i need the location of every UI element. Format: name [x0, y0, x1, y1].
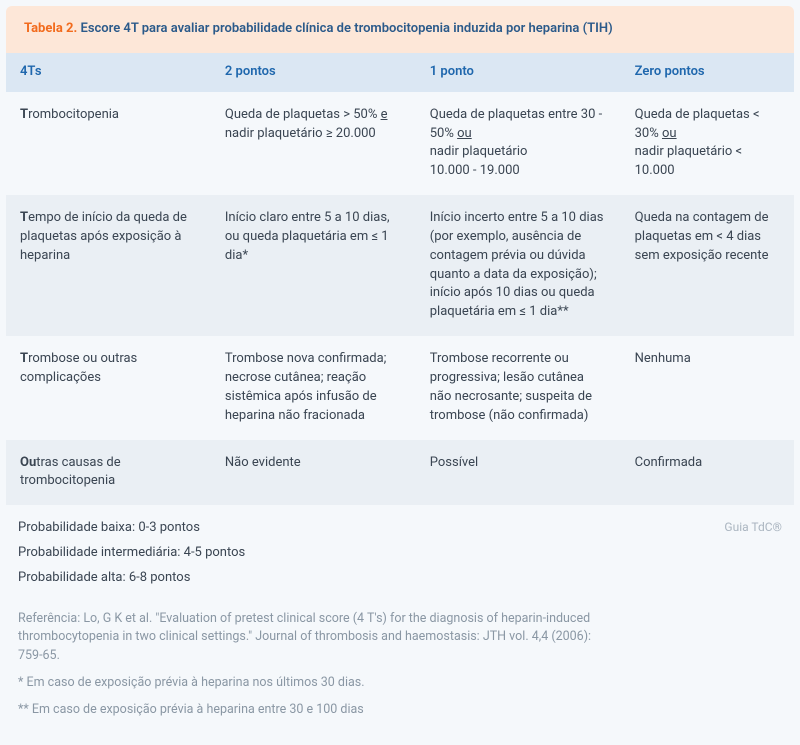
row3-1pt: Trombose recorrente ou progressiva; lesã… [416, 336, 621, 439]
probability-section: Probabilidade baixa: 0-3 pontos Probabil… [0, 505, 800, 600]
prob-high: Probabilidade alta: 6-8 pontos [18, 569, 782, 588]
footnote-2: ** Em caso de exposição prévia à heparin… [18, 701, 618, 720]
table-title: Escore 4T para avaliar probabilidade clí… [80, 21, 612, 36]
row2-2pts: Início claro entre 5 a 10 dias, ou queda… [211, 195, 416, 336]
footnote-1: * Em caso de exposição prévia à heparina… [18, 674, 618, 693]
table-row: Trombose ou outras complicações Trombose… [6, 336, 794, 439]
row4-1pt: Possível [416, 440, 621, 506]
row1-1pt: Queda de plaquetas entre 30 - 50% ou nad… [416, 92, 621, 195]
score-table: 4Ts 2 pontos 1 ponto Zero pontos Tromboc… [6, 53, 794, 505]
prob-mid: Probabilidade intermediária: 4-5 pontos [18, 544, 782, 563]
reference-section: Referência: Lo, G K et al. "Evaluation o… [0, 600, 800, 745]
row2-label: Tempo de início da queda de plaquetas ap… [6, 195, 211, 336]
row1-0pt: Queda de plaquetas < 30% ou nadir plaque… [621, 92, 794, 195]
row2-1pt: Início incerto entre 5 a 10 dias (por ex… [416, 195, 621, 336]
row3-label: Trombose ou outras complicações [6, 336, 211, 439]
watermark: Guia TdC® [724, 519, 782, 536]
reference-text: Referência: Lo, G K et al. "Evaluation o… [18, 610, 618, 666]
col-0pt: Zero pontos [621, 53, 794, 92]
row4-0pt: Confirmada [621, 440, 794, 506]
prob-low: Probabilidade baixa: 0-3 pontos [18, 519, 782, 538]
row1-2pts: Queda de plaquetas > 50% e nadir plaquet… [211, 92, 416, 195]
col-2pts: 2 pontos [211, 53, 416, 92]
row2-0pt: Queda na contagem de plaquetas em < 4 di… [621, 195, 794, 336]
row4-label: Outras causas de trombocitopenia [6, 440, 211, 506]
table-label: Tabela 2. [24, 21, 77, 36]
table-row: Outras causas de trombocitopenia Não evi… [6, 440, 794, 506]
header-row: 4Ts 2 pontos 1 ponto Zero pontos [6, 53, 794, 92]
col-4ts: 4Ts [6, 53, 211, 92]
col-1pt: 1 ponto [416, 53, 621, 92]
row1-label: Trombocitopenia [6, 92, 211, 195]
row4-2pts: Não evidente [211, 440, 416, 506]
row3-0pt: Nenhuma [621, 336, 794, 439]
table-row: Tempo de início da queda de plaquetas ap… [6, 195, 794, 336]
title-bar: Tabela 2. Escore 4T para avaliar probabi… [6, 6, 794, 53]
table-container: Tabela 2. Escore 4T para avaliar probabi… [0, 0, 800, 745]
row3-2pts: Trombose nova confirmada; necrose cutâne… [211, 336, 416, 439]
table-row: Trombocitopenia Queda de plaquetas > 50%… [6, 92, 794, 195]
